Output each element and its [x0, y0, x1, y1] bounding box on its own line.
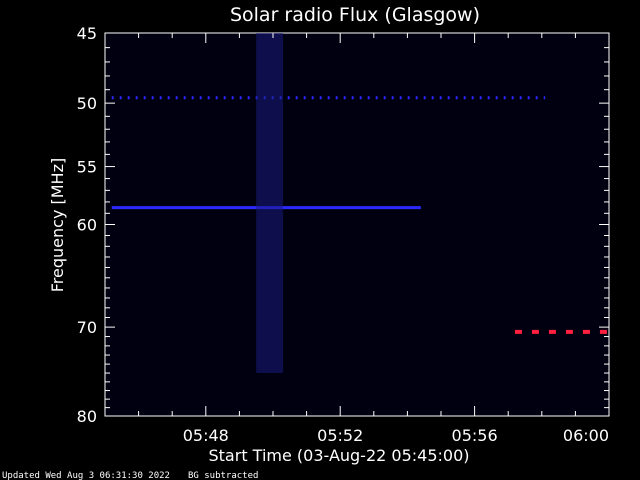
y-tick-label: 50 [77, 94, 97, 113]
chart-title: Solar radio Flux (Glasgow) [230, 4, 480, 26]
y-tick-label: 45 [77, 24, 97, 43]
feature-vertical-band-2 [256, 33, 284, 374]
footer-bg-note: BG subtracted [188, 471, 258, 480]
x-axis-title: Start Time (03-Aug-22 05:45:00) [209, 446, 470, 465]
y-axis: 45 50 55 60 70 80 [77, 24, 609, 426]
footer-updated: Updated Wed Aug 3 06:31:30 2022 [2, 471, 170, 480]
y-tick-label: 60 [77, 216, 97, 235]
x-tick-label: 06:00 [563, 426, 609, 445]
x-tick-label: 05:56 [452, 426, 498, 445]
x-tick-label: 05:48 [183, 426, 229, 445]
plot-area [104, 32, 610, 417]
x-axis: 05:48 05:52 05:56 06:00 [104, 33, 610, 445]
y-tick-label: 55 [77, 158, 97, 177]
y-tick-label: 70 [77, 318, 97, 337]
x-tick-label: 05:52 [317, 426, 363, 445]
spectrogram-features [111, 33, 609, 374]
y-axis-title: Frequency [MHz] [48, 158, 67, 292]
y-tick-label: 80 [77, 407, 97, 426]
